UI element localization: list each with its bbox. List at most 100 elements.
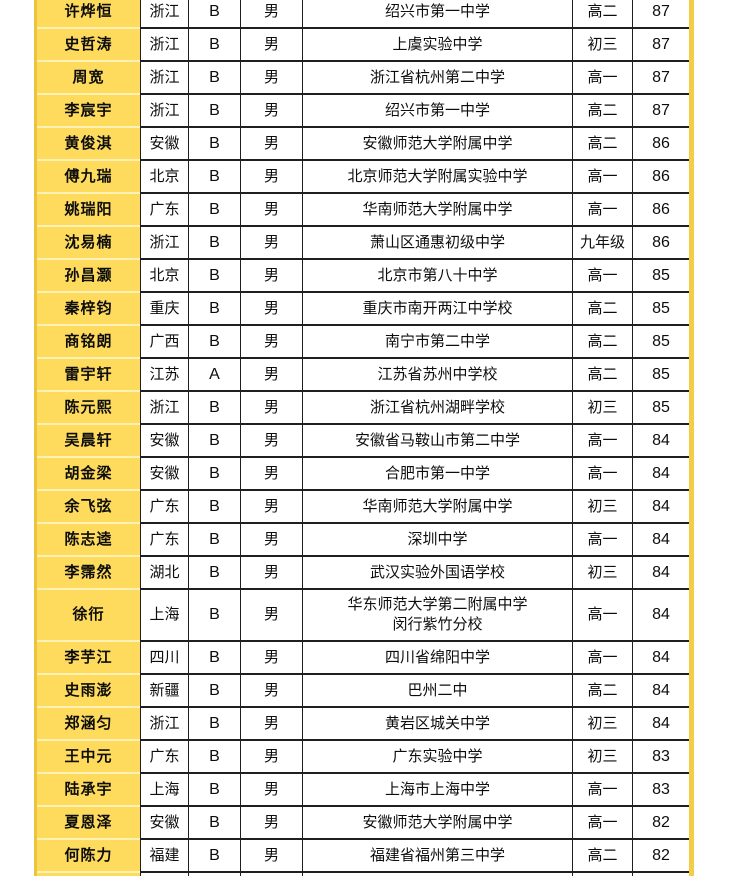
cell-school: 巴州二中 [302,675,572,708]
cell-gender: 男 [240,741,302,774]
left-accent-bar [34,807,37,840]
left-accent-bar [34,840,37,873]
cell-grade: 初三 [572,708,632,741]
cell-student-name: 孙昌灏 [37,260,140,293]
left-accent-bar [34,708,37,741]
cell-school: 江苏省苏州中学校 [302,359,572,392]
cell-province: 安徽 [140,425,188,458]
cell-gender: 男 [240,524,302,557]
left-accent-bar [34,524,37,557]
cell-grade: 初三 [572,557,632,590]
right-margin [694,29,731,62]
table-row: 傅九瑞 北京 B 男 北京师范大学附属实验中学 高一 86 [0,161,731,194]
left-accent-bar [34,29,37,62]
left-accent-bar [34,458,37,491]
cell-student-name: 姚瑞阳 [37,194,140,227]
table-row [0,873,731,876]
cell-school: 安徽师范大学附属中学 [302,807,572,840]
right-accent-bar [689,326,694,359]
right-accent-bar [689,873,694,876]
left-accent-bar [34,557,37,590]
table-row: 徐衎 上海 B 男 华东师范大学第二附属中学 闵行紫竹分校 高一 84 [0,590,731,642]
cell-school: 安徽师范大学附属中学 [302,128,572,161]
left-margin [0,95,34,128]
cell-province: 重庆 [140,293,188,326]
left-margin [0,260,34,293]
left-accent-bar [34,0,37,29]
left-margin [0,194,34,227]
cell-level: B [188,293,240,326]
left-margin [0,227,34,260]
right-accent-bar [689,557,694,590]
cell-province: 安徽 [140,807,188,840]
table-row: 雷宇轩 江苏 A 男 江苏省苏州中学校 高二 85 [0,359,731,392]
cell-level: B [188,326,240,359]
cell-province: 浙江 [140,708,188,741]
cell-level: B [188,774,240,807]
cell-grade: 初三 [572,392,632,425]
left-margin [0,128,34,161]
right-margin [694,293,731,326]
cell-student-name: 秦梓钧 [37,293,140,326]
cell-score: 84 [632,642,689,675]
cell-province: 新疆 [140,675,188,708]
cell-score: 84 [632,557,689,590]
right-accent-bar [689,774,694,807]
left-margin [0,62,34,95]
cell-school: 安徽省马鞍山市第二中学 [302,425,572,458]
right-margin [694,260,731,293]
cell-level: B [188,161,240,194]
left-margin [0,425,34,458]
cell-grade: 高二 [572,128,632,161]
right-margin [694,161,731,194]
cell-school: 华东师范大学第二附属中学 闵行紫竹分校 [302,590,572,642]
right-margin [694,326,731,359]
cell-level: B [188,557,240,590]
cell-level: B [188,741,240,774]
left-margin [0,458,34,491]
cell-school: 南宁市第二中学 [302,326,572,359]
right-margin [694,128,731,161]
right-margin [694,392,731,425]
left-accent-bar [34,642,37,675]
left-accent-bar [34,326,37,359]
cell-level: A [188,359,240,392]
right-accent-bar [689,807,694,840]
right-margin [694,95,731,128]
left-margin [0,326,34,359]
cell-student-name: 雷宇轩 [37,359,140,392]
right-margin [694,359,731,392]
cell-school: 萧山区通惠初级中学 [302,227,572,260]
right-margin [694,741,731,774]
left-accent-bar [34,62,37,95]
cell-province: 广西 [140,326,188,359]
cell-province: 广东 [140,741,188,774]
cell-student-name: 何陈力 [37,840,140,873]
right-margin [694,708,731,741]
cell-province: 上海 [140,774,188,807]
right-accent-bar [689,590,694,642]
cell-school: 武汉实验外国语学校 [302,557,572,590]
cell-student-name: 吴晨轩 [37,425,140,458]
right-accent-bar [689,260,694,293]
cell-school: 北京师范大学附属实验中学 [302,161,572,194]
cell-province [140,873,188,876]
cell-grade: 高一 [572,260,632,293]
cell-school: 重庆市南开两江中学校 [302,293,572,326]
right-accent-bar [689,840,694,873]
left-accent-bar [34,392,37,425]
cell-grade: 高一 [572,62,632,95]
cell-grade: 高一 [572,161,632,194]
right-accent-bar [689,29,694,62]
table-row: 史雨澎 新疆 B 男 巴州二中 高二 84 [0,675,731,708]
table-row: 胡金梁 安徽 B 男 合肥市第一中学 高一 84 [0,458,731,491]
left-accent-bar [34,227,37,260]
right-margin [694,807,731,840]
cell-level [188,873,240,876]
cell-student-name: 陈元熙 [37,392,140,425]
cell-student-name: 黄俊淇 [37,128,140,161]
cell-province: 上海 [140,590,188,642]
left-margin [0,840,34,873]
cell-gender: 男 [240,458,302,491]
